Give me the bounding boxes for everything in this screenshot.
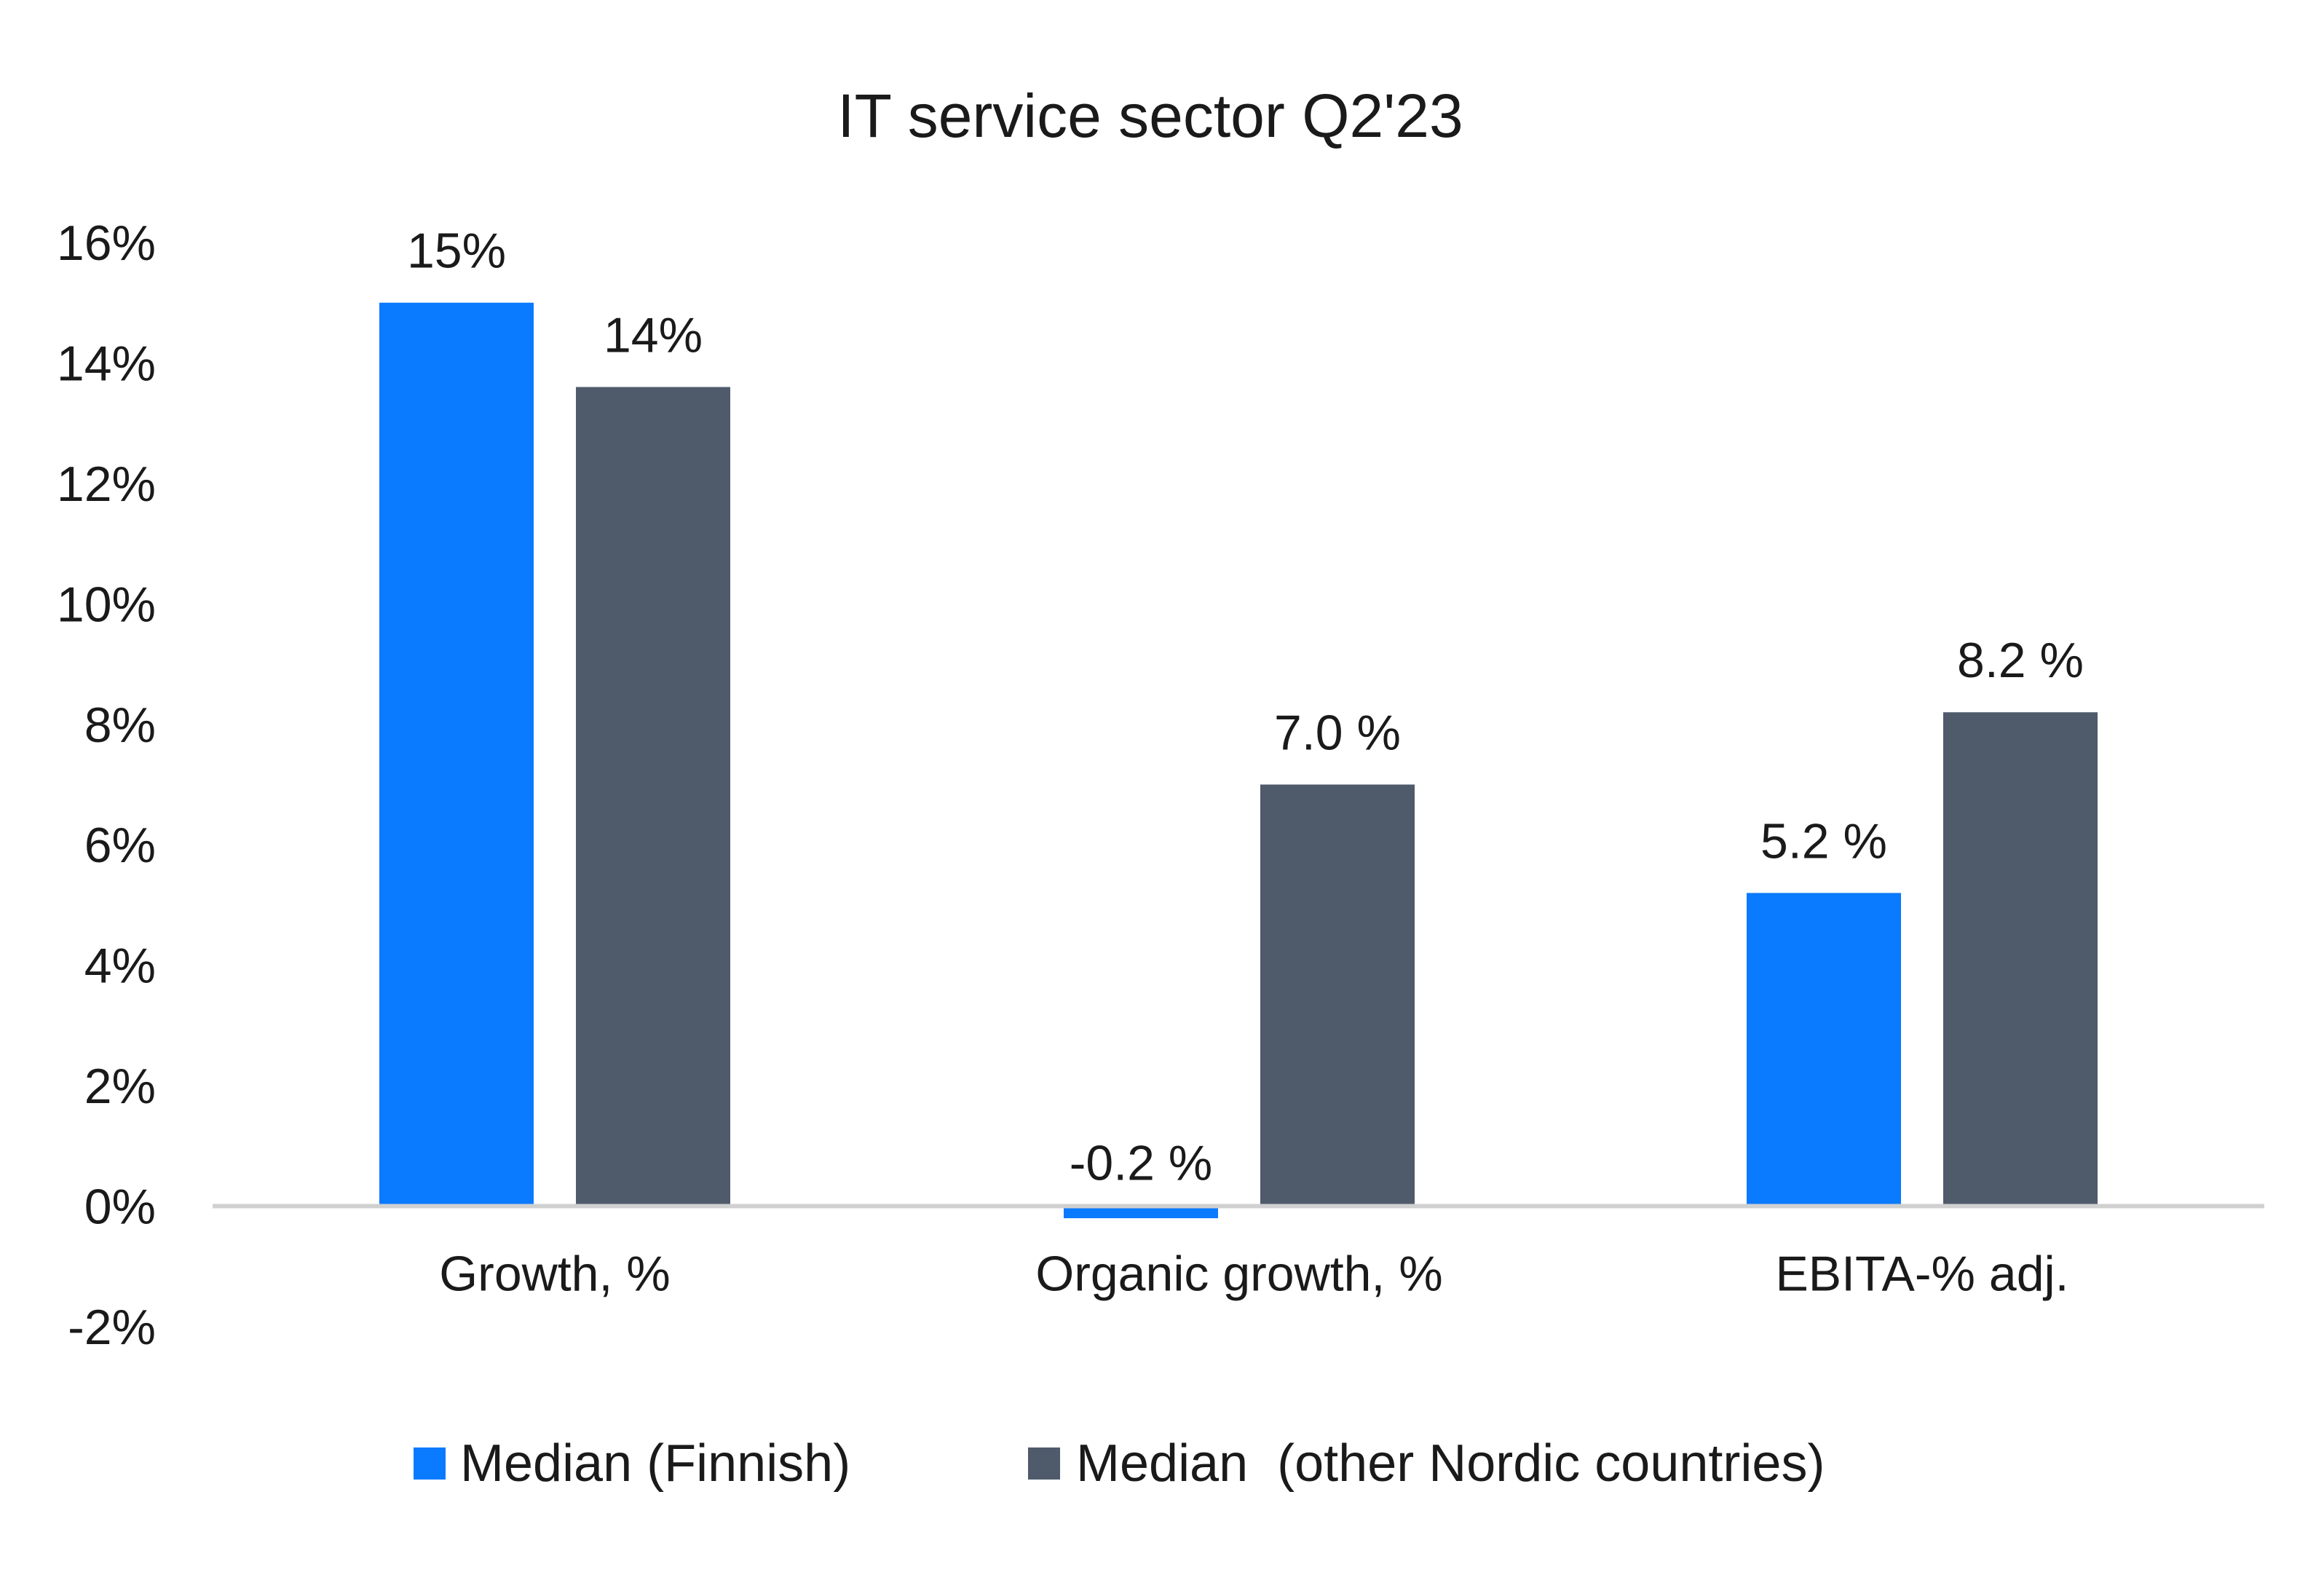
- y-tick-label: 14%: [57, 336, 156, 391]
- data-labels: 15% 14% -0.2 % 7.0 % 5.2 % 8.2 %: [407, 224, 2084, 1191]
- bars: [379, 302, 2098, 1219]
- bar: [379, 302, 534, 1206]
- data-label: 15%: [407, 224, 506, 279]
- legend: Median (Finnish) Median (other Nordic cou…: [414, 1434, 1825, 1493]
- y-tick-label: 10%: [57, 577, 156, 632]
- y-tick-label: 8%: [84, 698, 156, 753]
- x-tick-label: EBITA-% adj.: [1775, 1247, 2068, 1302]
- legend-label: Median (Finnish): [460, 1434, 850, 1493]
- data-label: 7.0 %: [1274, 706, 1401, 761]
- data-label: 5.2 %: [1760, 813, 1887, 869]
- bar: [576, 387, 730, 1206]
- y-axis: 16% 14% 12% 10% 8% 6% 4% 2% 0% -2%: [57, 216, 156, 1355]
- y-tick-label: 6%: [84, 818, 156, 873]
- data-label: -0.2 %: [1070, 1136, 1213, 1191]
- bar: [1260, 784, 1415, 1206]
- data-label: 14%: [604, 308, 703, 363]
- y-tick-label: 12%: [57, 457, 156, 512]
- x-tick-label: Growth, %: [439, 1247, 670, 1302]
- x-axis: Growth, % Organic growth, % EBITA-% adj.: [439, 1247, 2068, 1302]
- legend-swatch: [414, 1447, 446, 1480]
- y-tick-label: 16%: [57, 216, 156, 271]
- data-label: 8.2 %: [1957, 633, 2084, 688]
- bar: [1064, 1206, 1218, 1219]
- bar: [1747, 893, 1901, 1206]
- legend-swatch: [1028, 1447, 1060, 1480]
- bar: [1943, 712, 2098, 1206]
- y-tick-label: 4%: [84, 939, 156, 994]
- legend-label: Median (other Nordic countries): [1076, 1434, 1825, 1493]
- y-tick-label: -2%: [68, 1300, 156, 1355]
- chart-title: IT service sector Q2'23: [837, 82, 1463, 150]
- y-tick-label: 0%: [84, 1180, 156, 1235]
- x-tick-label: Organic growth, %: [1035, 1247, 1442, 1302]
- y-tick-label: 2%: [84, 1059, 156, 1114]
